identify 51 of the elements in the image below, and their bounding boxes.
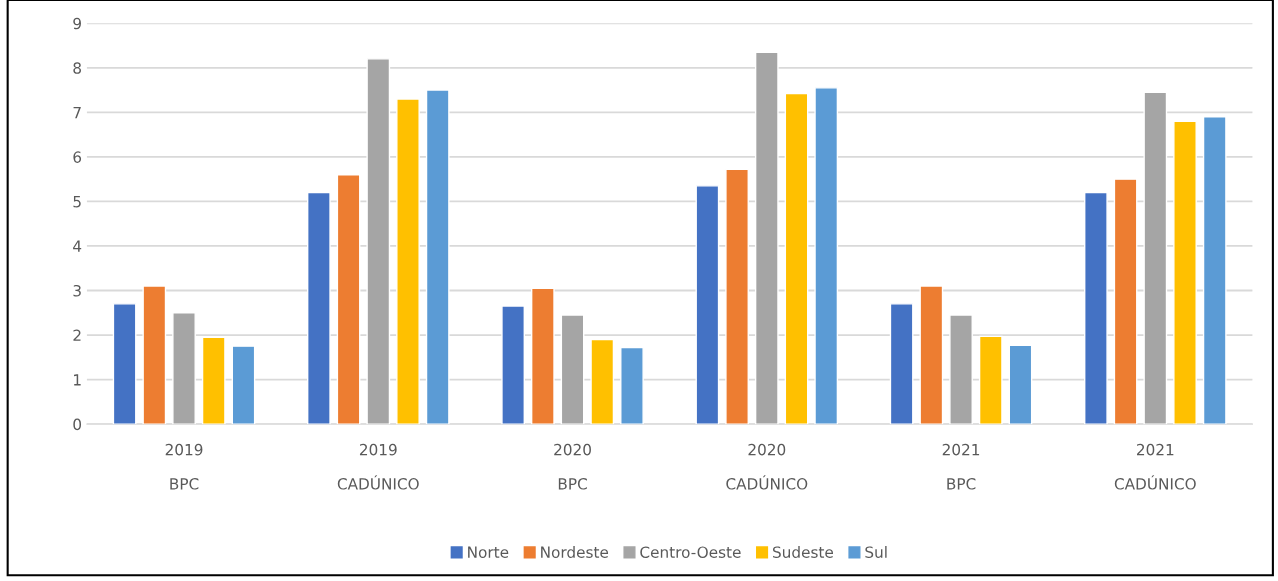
y-tick-label: 5 (73, 196, 81, 208)
y-tick-label: 3 (73, 284, 81, 297)
bar (1008, 344, 1033, 425)
bar (784, 92, 809, 425)
bar (530, 287, 555, 425)
legend-label: Norte (468, 546, 509, 558)
category-label: 2021 BPC (942, 443, 980, 490)
bar (1143, 91, 1168, 425)
bar (1202, 116, 1227, 425)
y-tick-label: 0 (73, 418, 82, 431)
bar (336, 173, 361, 425)
bar (695, 185, 720, 425)
bar (501, 305, 525, 425)
bar (560, 314, 585, 425)
bar (1084, 191, 1108, 425)
bar (725, 168, 749, 425)
y-tick-label: 9 (73, 17, 81, 30)
bar (978, 335, 1003, 425)
bar (590, 338, 615, 425)
bar (172, 312, 196, 425)
y-tick-label: 4 (73, 240, 82, 252)
bar (231, 345, 256, 425)
y-tick-label: 2 (73, 329, 81, 341)
y-tick-label: 7 (73, 106, 81, 119)
bar (1113, 178, 1138, 425)
bar (307, 191, 331, 425)
legend-label: Sudeste (773, 546, 834, 558)
bar (425, 89, 450, 425)
category-label: 2019 BPC (165, 443, 203, 490)
legend-label: Nordeste (541, 546, 609, 558)
bar (889, 303, 914, 425)
bar (1173, 120, 1197, 425)
bar (142, 285, 167, 425)
bar (112, 303, 137, 425)
bar (754, 51, 779, 425)
bar (949, 314, 973, 425)
legend-label: Centro-Oeste (640, 546, 741, 558)
bar (201, 336, 226, 425)
y-tick-label: 1 (74, 374, 81, 386)
category-label: 2021 CADÚNICO (1114, 443, 1196, 490)
y-tick-label: 8 (73, 62, 81, 74)
bar (366, 58, 391, 425)
bar (919, 285, 944, 425)
y-tick-label: 6 (73, 151, 82, 163)
bar (396, 98, 420, 425)
bar (814, 87, 839, 425)
category-label: 2020 BPC (554, 443, 591, 490)
bar (620, 346, 644, 425)
category-label: 2019 CADÚNICO (337, 443, 419, 490)
category-label: 2020 CADÚNICO (726, 443, 808, 490)
legend-label: Sul (865, 546, 887, 558)
